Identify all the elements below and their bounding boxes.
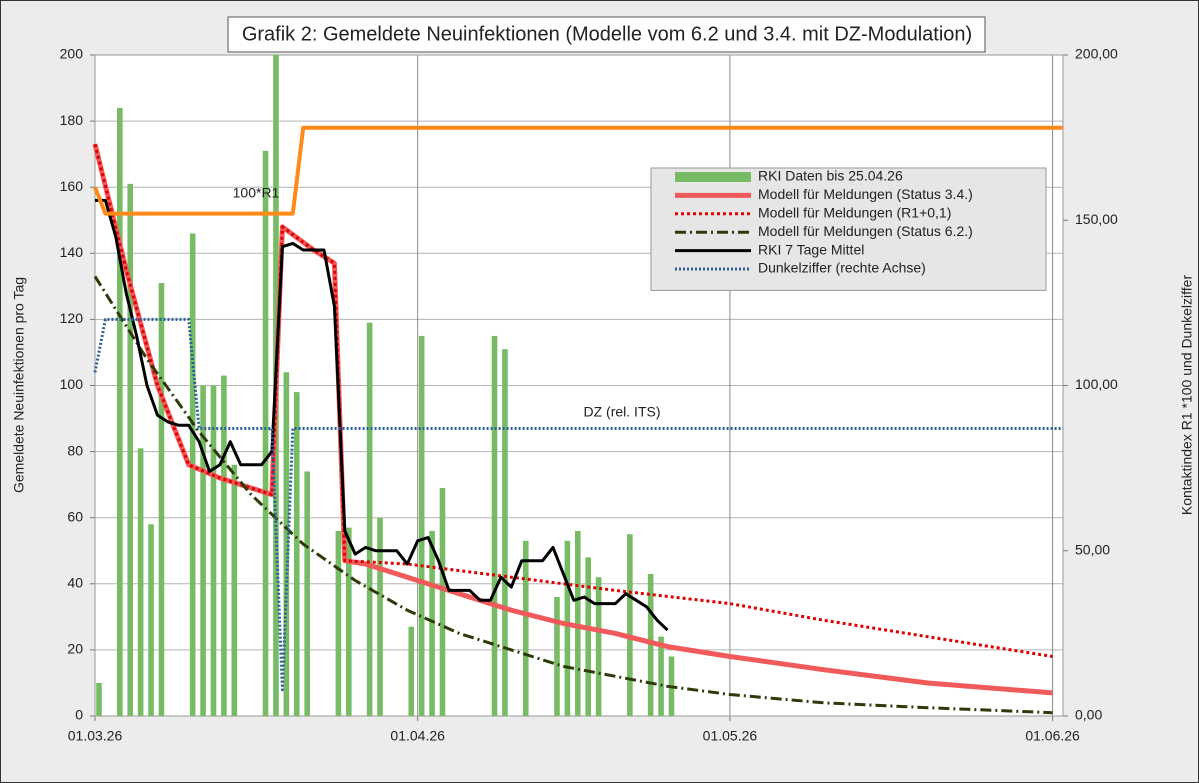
x-tick-label: 01.05.26 <box>703 728 758 744</box>
y2-tick-label: 100,00 <box>1075 376 1118 392</box>
y-tick-label: 160 <box>60 178 84 194</box>
bar <box>491 335 498 716</box>
legend-label: RKI 7 Tage Mittel <box>758 241 864 257</box>
bar <box>283 372 290 716</box>
bar <box>564 540 571 716</box>
bar <box>366 322 373 716</box>
y-axis-label: Gemeldete Neuinfektionen pro Tag <box>11 277 27 493</box>
x-tick-label: 01.04.26 <box>390 728 445 744</box>
bar <box>189 233 196 716</box>
legend-label: Modell für Meldungen (Status 3.4.) <box>758 186 973 202</box>
line <box>93 275 1053 715</box>
bar <box>658 636 664 716</box>
title-box <box>227 16 986 53</box>
x-tick-label: 01.06.26 <box>1025 728 1080 744</box>
bar <box>439 487 446 716</box>
bar <box>522 540 529 716</box>
line <box>95 198 669 632</box>
line <box>93 143 1053 658</box>
bar <box>293 392 300 716</box>
bar <box>585 557 592 716</box>
bar <box>96 682 102 716</box>
bar <box>304 471 310 716</box>
legend-label: Modell für Meldungen (R1+0,1) <box>758 205 951 221</box>
bar <box>158 283 165 716</box>
y2-tick-label: 50,00 <box>1075 541 1110 557</box>
annotation: DZ (rel. ITS) <box>584 404 661 420</box>
y2-tick-label: 200,00 <box>1075 46 1118 62</box>
bar <box>137 448 144 716</box>
y-tick-label: 20 <box>67 641 83 657</box>
bar <box>418 335 425 716</box>
y-tick-label: 80 <box>67 442 83 458</box>
bar <box>210 385 217 716</box>
y-tick-label: 200 <box>60 46 84 62</box>
bar <box>574 530 581 716</box>
bar <box>200 385 206 716</box>
y-tick-label: 0 <box>75 707 83 723</box>
bar <box>408 626 415 716</box>
bar <box>377 517 383 716</box>
bar <box>335 530 342 716</box>
bar <box>221 375 227 716</box>
legend-label: Dunkelziffer (rechte Achse) <box>758 260 926 276</box>
legend-label: RKI Daten bis 25.04.26 <box>758 168 903 184</box>
y-tick-label: 100 <box>60 376 84 392</box>
line <box>92 143 1053 696</box>
bar <box>346 527 352 716</box>
legend-label: Modell für Meldungen (Status 6.2.) <box>758 223 973 239</box>
y2-axis-label: Kontaktindex R1 *100 und Dunkelziffer <box>1179 275 1195 516</box>
y-tick-label: 120 <box>60 310 84 326</box>
y-tick-label: 40 <box>67 575 83 591</box>
y-tick-label: 180 <box>60 112 84 128</box>
bar <box>429 530 435 716</box>
bar <box>127 183 134 716</box>
bar <box>262 150 269 717</box>
bar <box>231 464 238 716</box>
bar <box>595 577 602 716</box>
y2-tick-label: 0,00 <box>1075 707 1102 723</box>
y2-tick-label: 150,00 <box>1075 211 1118 227</box>
annotation: 100*R1 <box>233 185 280 201</box>
bar <box>148 524 154 716</box>
legend-swatch <box>675 172 751 182</box>
line <box>93 125 1063 216</box>
bar <box>627 534 633 716</box>
chart-title: Grafik 2: Gemeldete Neuinfektionen (Mode… <box>242 23 972 45</box>
bar <box>554 597 560 716</box>
bar <box>502 349 508 716</box>
x-tick-label: 01.03.26 <box>68 728 123 744</box>
bar <box>117 107 123 716</box>
y-tick-label: 60 <box>67 508 83 524</box>
y-tick-label: 140 <box>60 244 84 260</box>
bar <box>647 573 654 716</box>
